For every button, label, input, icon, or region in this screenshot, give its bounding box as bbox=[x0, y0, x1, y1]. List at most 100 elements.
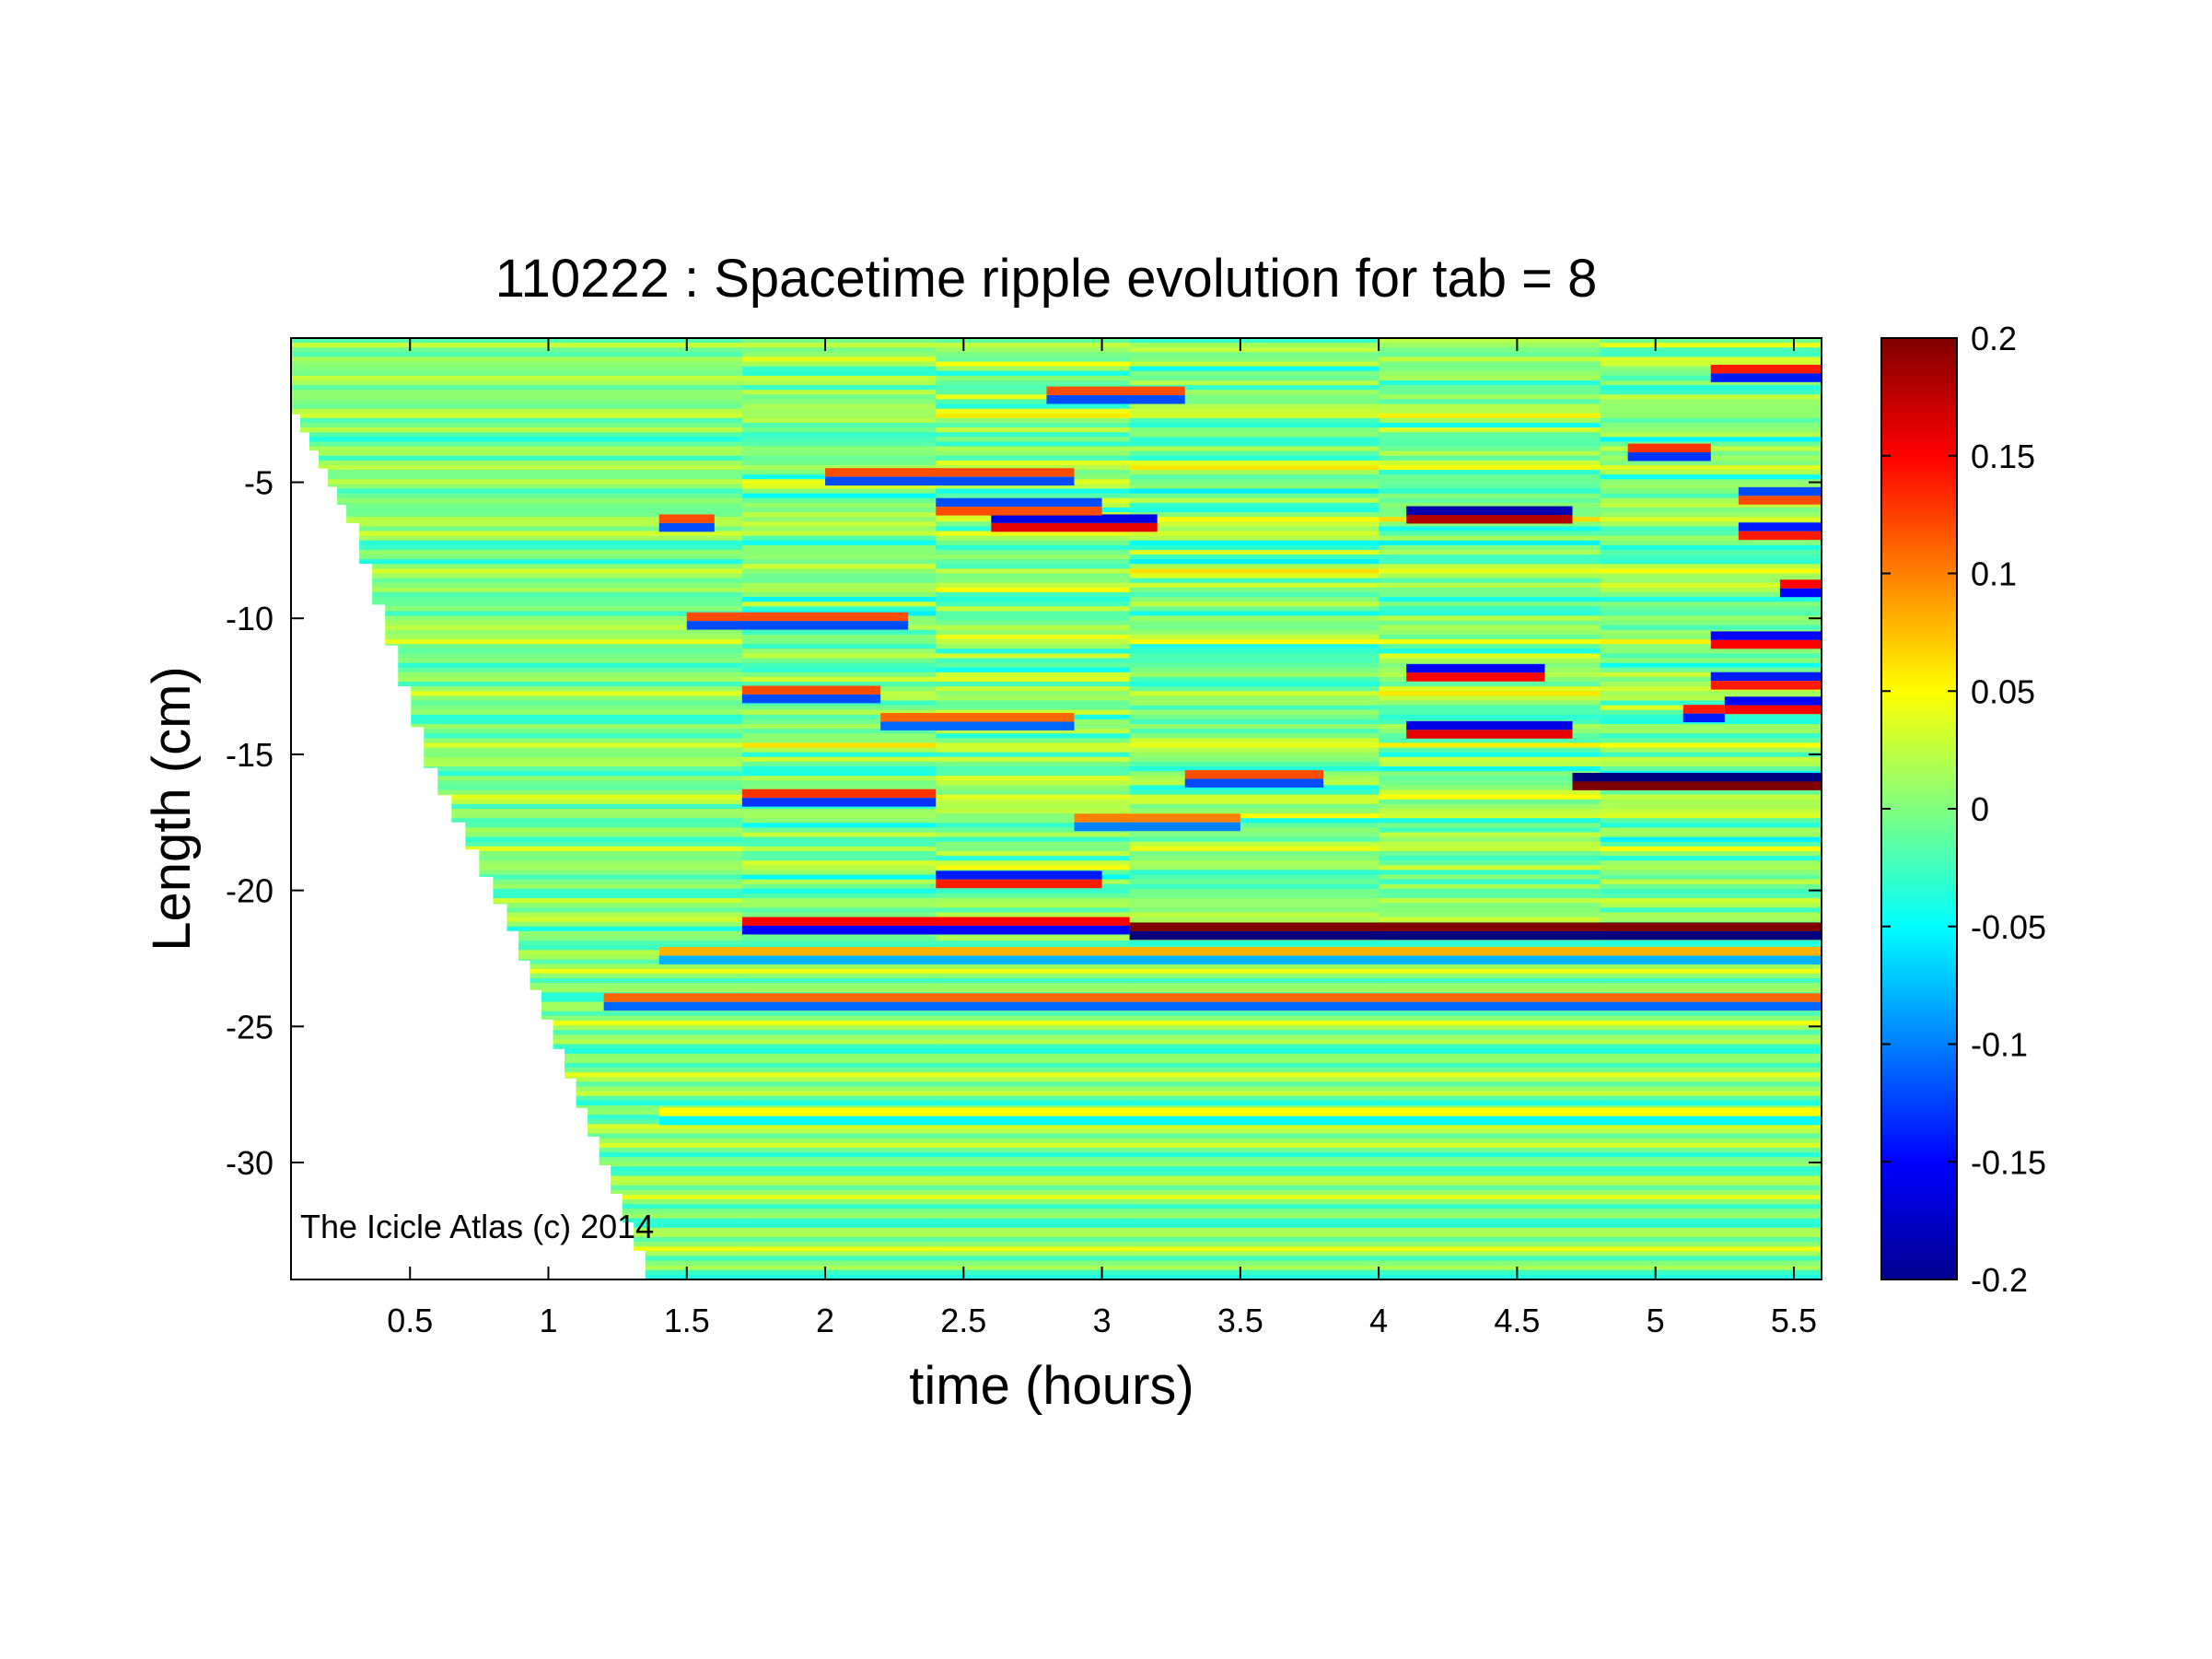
heatmap-band bbox=[936, 370, 1131, 377]
heatmap-band bbox=[1379, 658, 1601, 664]
heatmap-band bbox=[741, 1015, 937, 1022]
heatmap-band bbox=[1379, 413, 1601, 419]
heatmap-band bbox=[741, 455, 937, 461]
heatmap-band bbox=[741, 648, 937, 654]
heatmap-band bbox=[291, 714, 743, 720]
heatmap-band bbox=[1600, 912, 1822, 918]
heatmap-band bbox=[1379, 606, 1601, 612]
heatmap-band bbox=[1379, 973, 1601, 979]
heatmap-band bbox=[1600, 1265, 1822, 1271]
y-tick-label: -30 bbox=[226, 1144, 274, 1182]
heatmap-band bbox=[741, 422, 937, 428]
heatmap-band bbox=[1600, 964, 1822, 970]
ripple-stripe bbox=[936, 497, 1102, 508]
heatmap-band bbox=[1379, 738, 1601, 743]
heatmap-band bbox=[1379, 888, 1601, 894]
heatmap-band bbox=[1129, 1189, 1380, 1196]
heatmap-band bbox=[1129, 964, 1380, 970]
heatmap-band bbox=[1129, 544, 1380, 551]
heatmap-band bbox=[1600, 417, 1822, 424]
heatmap-band bbox=[936, 1100, 1131, 1106]
heatmap-band bbox=[741, 1237, 937, 1243]
heatmap-band bbox=[1379, 1081, 1601, 1087]
heatmap-band bbox=[291, 917, 743, 923]
heatmap-band bbox=[1129, 629, 1380, 636]
heatmap-band bbox=[1379, 1269, 1601, 1276]
heatmap-band bbox=[1379, 1195, 1601, 1200]
heatmap-band bbox=[1379, 860, 1601, 866]
heatmap-band bbox=[1129, 1020, 1380, 1026]
heatmap-band bbox=[1379, 752, 1601, 758]
heatmap-band bbox=[1379, 865, 1601, 870]
heatmap-band bbox=[1600, 1142, 1822, 1149]
heatmap-band bbox=[1379, 488, 1601, 495]
heatmap-band bbox=[1129, 502, 1380, 508]
heatmap-band bbox=[291, 422, 743, 428]
heatmap-band bbox=[1129, 380, 1380, 386]
heatmap-band bbox=[741, 653, 937, 659]
heatmap-band bbox=[1379, 1048, 1601, 1055]
heatmap-band bbox=[741, 1124, 937, 1129]
heatmap-band bbox=[936, 850, 1131, 857]
heatmap-band bbox=[291, 879, 743, 885]
heatmap-band bbox=[1379, 856, 1601, 861]
ripple-stripe bbox=[1406, 672, 1545, 682]
heatmap-band bbox=[1379, 1209, 1601, 1214]
heatmap-band bbox=[1129, 343, 1380, 348]
heatmap-band bbox=[936, 361, 1131, 368]
heatmap-band bbox=[741, 841, 937, 847]
heatmap-band bbox=[1379, 343, 1601, 348]
heatmap-band bbox=[1129, 413, 1380, 419]
heatmap-band bbox=[741, 719, 937, 725]
heatmap-band bbox=[1379, 1166, 1601, 1172]
heatmap-band bbox=[1600, 611, 1822, 616]
heatmap-band bbox=[1379, 1237, 1601, 1243]
ripple-stripe bbox=[1710, 639, 1822, 649]
heatmap-band bbox=[1600, 615, 1822, 622]
heatmap-band bbox=[1129, 559, 1380, 565]
heatmap-band bbox=[741, 977, 937, 984]
heatmap-band bbox=[1600, 460, 1822, 466]
heatmap-band bbox=[1600, 973, 1822, 979]
heatmap-band bbox=[1379, 408, 1601, 415]
heatmap-band bbox=[1379, 1180, 1601, 1186]
heatmap-band bbox=[936, 591, 1131, 598]
heatmap-band bbox=[291, 403, 743, 410]
heatmap-band bbox=[1379, 540, 1601, 546]
heatmap-band bbox=[1379, 898, 1601, 904]
ripple-stripe bbox=[1627, 443, 1711, 453]
heatmap-band bbox=[741, 682, 937, 687]
heatmap-band bbox=[1129, 799, 1380, 805]
heatmap-band bbox=[291, 488, 743, 495]
heatmap-band bbox=[1129, 1048, 1380, 1055]
heatmap-band bbox=[1129, 1077, 1380, 1082]
heatmap-band bbox=[1129, 813, 1380, 819]
heatmap-band bbox=[291, 432, 743, 438]
heatmap-band bbox=[1600, 1222, 1822, 1229]
heatmap-band bbox=[1129, 1269, 1380, 1276]
heatmap-band bbox=[936, 968, 1131, 975]
heatmap-band bbox=[1129, 756, 1380, 763]
heatmap-band bbox=[1600, 658, 1822, 664]
heatmap-band bbox=[936, 1195, 1131, 1200]
heatmap-band bbox=[1600, 1068, 1822, 1073]
heatmap-band bbox=[1129, 1222, 1380, 1229]
heatmap-band bbox=[1600, 1030, 1822, 1035]
heatmap-band bbox=[741, 464, 937, 471]
heatmap-band bbox=[936, 907, 1131, 913]
heatmap-band bbox=[291, 361, 743, 368]
heatmap-band bbox=[1600, 1218, 1822, 1224]
heatmap-band bbox=[1129, 1242, 1380, 1247]
heatmap-band bbox=[1600, 903, 1822, 908]
heatmap-band bbox=[741, 507, 937, 513]
heatmap-band bbox=[741, 1195, 937, 1200]
heatmap-band bbox=[936, 1222, 1131, 1229]
heatmap-band bbox=[936, 338, 1131, 344]
heatmap-band bbox=[1600, 582, 1822, 589]
heatmap-band bbox=[936, 823, 1131, 828]
heatmap-band bbox=[291, 893, 743, 899]
heatmap-band bbox=[291, 874, 743, 881]
heatmap-band bbox=[1129, 1209, 1380, 1214]
heatmap-band bbox=[1600, 766, 1822, 772]
x-tick-label: 2.5 bbox=[940, 1302, 986, 1339]
